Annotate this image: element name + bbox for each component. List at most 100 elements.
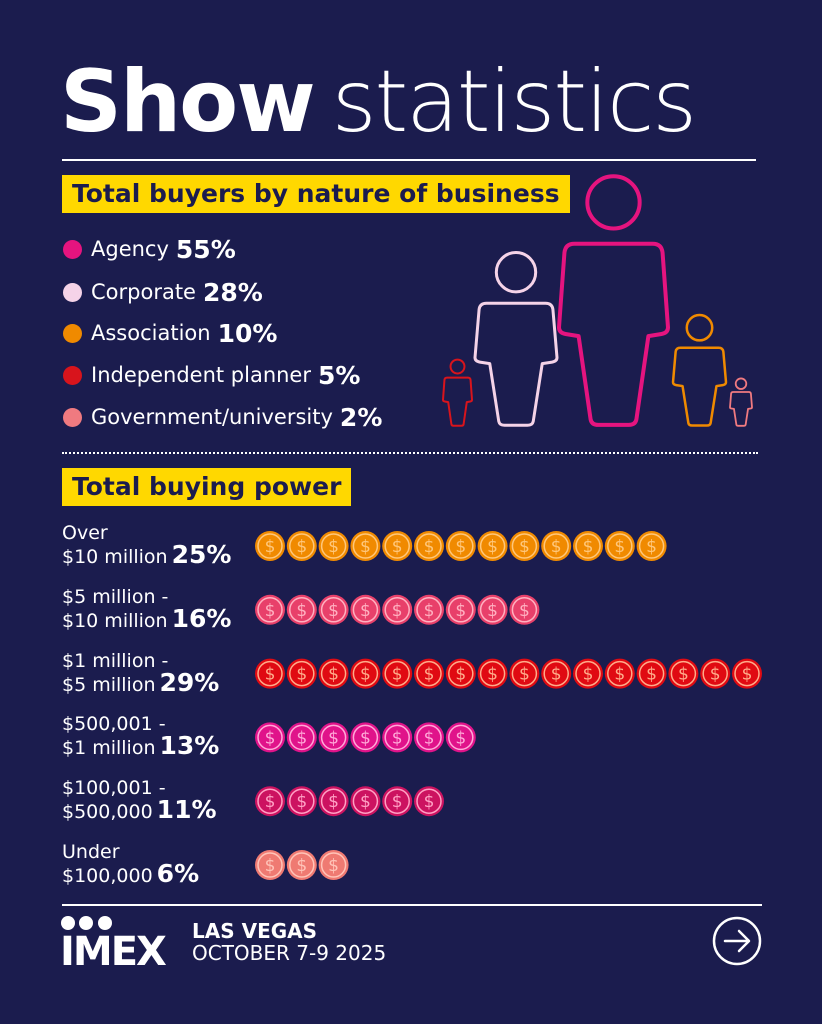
legend-label: Corporate — [91, 280, 196, 304]
person-icon — [559, 176, 668, 425]
people-pictograph — [0, 0, 822, 460]
dollar-coin-icon: $ — [382, 594, 413, 625]
svg-text:$: $ — [551, 665, 562, 685]
dollar-coin-icon: $ — [350, 594, 381, 625]
dollar-coin-icon: $ — [318, 531, 349, 561]
range-line2: $5 million — [62, 673, 156, 696]
legend-percent: 28% — [202, 277, 263, 307]
svg-text:$: $ — [392, 601, 403, 621]
dollar-coin-icon: $ — [350, 531, 381, 561]
dollar-coin-icon: $ — [350, 658, 381, 689]
svg-text:$: $ — [265, 728, 276, 748]
dollar-coin-icon: $ — [318, 850, 349, 880]
dollar-coin-icon: $ — [604, 531, 635, 561]
svg-text:$: $ — [328, 601, 339, 621]
svg-text:$: $ — [296, 856, 307, 876]
range-line1: $500,001 - — [62, 713, 166, 736]
range-percent: 11% — [156, 795, 217, 825]
person-icon — [475, 253, 557, 426]
legend-percent: 5% — [318, 360, 361, 390]
dollar-coin-icon: $ — [477, 594, 508, 625]
svg-text:$: $ — [583, 537, 594, 557]
dollar-coin-icon: $ — [286, 531, 317, 561]
svg-text:$: $ — [360, 601, 371, 621]
svg-text:$: $ — [742, 665, 753, 685]
svg-text:$: $ — [328, 792, 339, 812]
svg-text:$: $ — [265, 665, 276, 685]
dollar-coin-icon: $ — [382, 531, 413, 561]
svg-text:$: $ — [360, 728, 371, 748]
footer-divider — [62, 904, 762, 906]
legend-dot — [63, 282, 82, 302]
range-line2: $100,000 — [62, 865, 153, 887]
dollar-coin-icon: $ — [414, 722, 444, 753]
legend-label: Government/university — [91, 405, 333, 429]
svg-text:$: $ — [487, 665, 498, 685]
dollar-coin-icon: $ — [255, 722, 285, 753]
section-heading-buyers: Total buyers by nature of business — [62, 175, 570, 213]
dollar-coin-icon: $ — [573, 531, 603, 561]
dollar-coin-icon: $ — [445, 722, 476, 753]
svg-text:$: $ — [646, 665, 657, 685]
dollar-coin-icon: $ — [477, 658, 508, 689]
svg-text:$: $ — [551, 537, 562, 557]
dollar-coin-icon: $ — [255, 594, 285, 625]
dollar-coin-icon: $ — [255, 850, 285, 880]
svg-text:$: $ — [646, 537, 657, 557]
svg-text:$: $ — [424, 665, 435, 685]
svg-text:$: $ — [424, 792, 435, 812]
legend-item: Agency 55% — [62, 234, 236, 264]
dollar-coin-icon: $ — [636, 531, 667, 561]
dollar-coin-icon: $ — [732, 658, 762, 689]
dotted-divider — [62, 452, 758, 454]
legend-label: Agency — [91, 237, 169, 261]
svg-text:$: $ — [265, 537, 276, 557]
divider — [62, 159, 756, 161]
dollar-coin-icon: $ — [382, 722, 413, 753]
svg-text:$: $ — [296, 537, 307, 557]
dollar-coin-icon: $ — [445, 531, 476, 561]
dollar-coin-icon: $ — [382, 786, 413, 817]
svg-text:$: $ — [424, 728, 435, 748]
buying-power-label: $100,001 - $500,000 11% — [62, 777, 217, 823]
event-city: LAS VEGAS — [192, 919, 318, 943]
svg-text:$: $ — [614, 665, 625, 685]
buying-power-label: $1 million - $5 million 29% — [62, 650, 219, 696]
svg-text:$: $ — [392, 728, 403, 748]
svg-text:$: $ — [424, 537, 435, 557]
legend-dot — [63, 407, 82, 427]
dollar-coin-icon: $ — [286, 594, 317, 625]
svg-text:$: $ — [328, 728, 339, 748]
range-percent: 16% — [171, 603, 232, 633]
range-line1: Under — [62, 841, 120, 863]
svg-text:$: $ — [360, 537, 371, 557]
legend-dot — [63, 323, 82, 343]
dollar-coin-icon: $ — [318, 594, 349, 625]
range-percent: 29% — [159, 667, 220, 697]
svg-text:$: $ — [392, 665, 403, 685]
dollar-coin-icon: $ — [414, 658, 444, 689]
title-bold: Show — [60, 52, 316, 152]
svg-text:$: $ — [455, 601, 466, 621]
dollar-coin-icon: $ — [668, 658, 699, 689]
svg-text:$: $ — [265, 792, 276, 812]
arrow-right-circle-icon[interactable] — [711, 915, 763, 967]
legend-item: Government/university 2% — [62, 402, 382, 432]
svg-text:$: $ — [487, 537, 498, 557]
event-info: LAS VEGAS OCTOBER 7-9 2025 — [192, 920, 386, 964]
svg-text:$: $ — [360, 792, 371, 812]
person-icon — [730, 378, 752, 425]
buying-power-label: $5 million - $10 million 16% — [62, 586, 231, 632]
svg-text:$: $ — [487, 601, 498, 621]
svg-text:$: $ — [519, 601, 530, 621]
dollar-coin-icon: $ — [509, 658, 540, 689]
range-line1: $100,001 - — [62, 777, 166, 800]
dollar-coin-icon: $ — [636, 658, 667, 689]
svg-text:$: $ — [360, 665, 371, 685]
page-title: Show statistics — [60, 52, 697, 152]
legend-label: Independent planner — [91, 363, 311, 387]
dollar-coin-icon: $ — [382, 658, 413, 689]
dollar-coin-icon: $ — [604, 658, 635, 689]
dollar-coin-icon: $ — [350, 722, 381, 753]
person-icon — [443, 360, 472, 426]
